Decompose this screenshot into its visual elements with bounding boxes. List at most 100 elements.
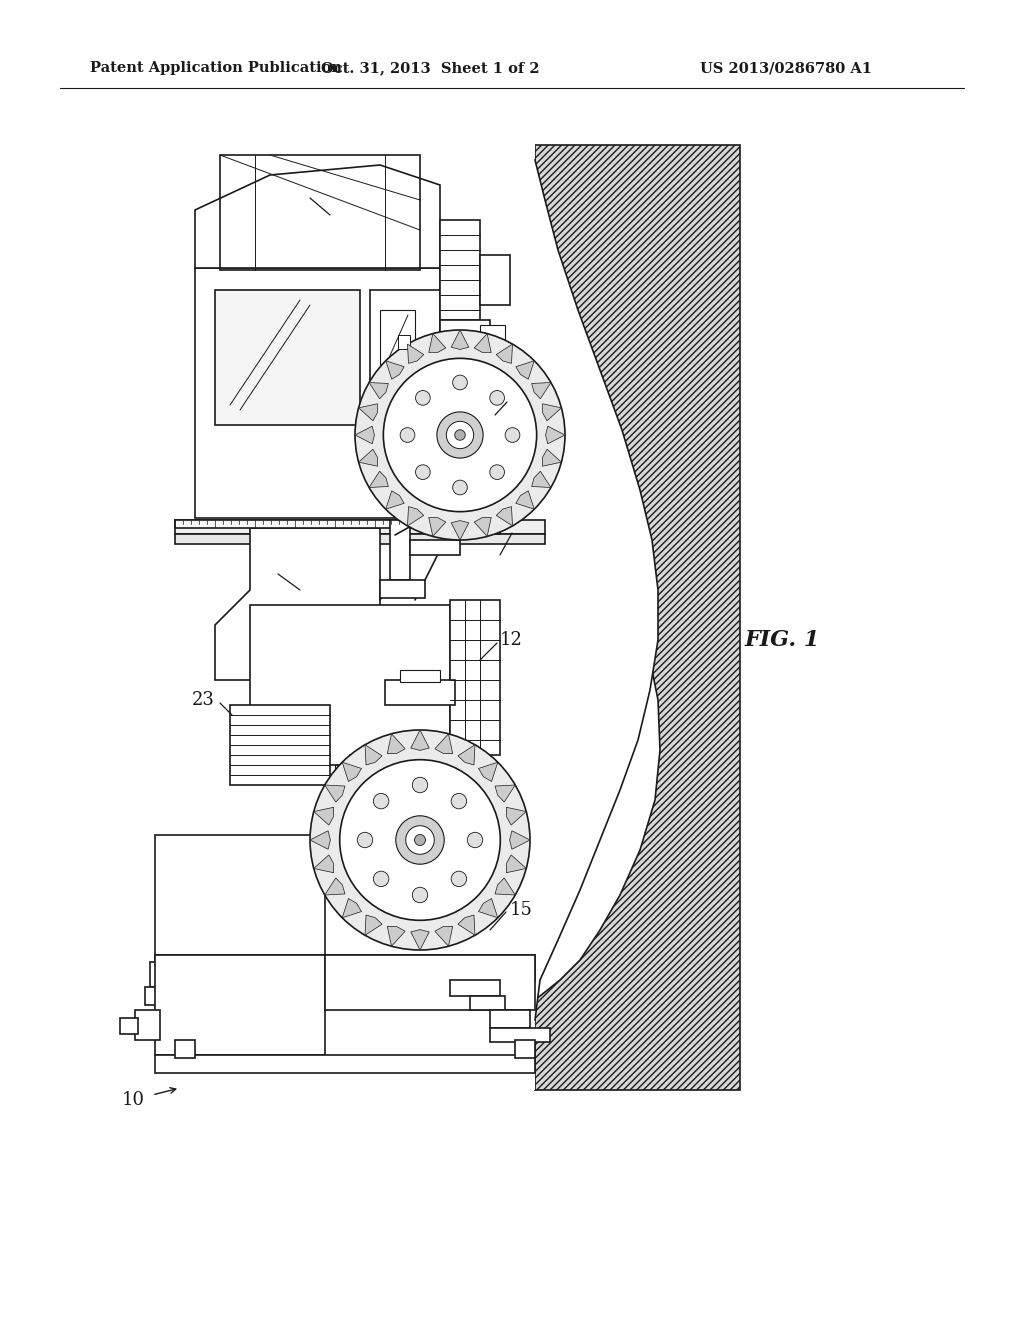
Polygon shape <box>325 785 345 803</box>
Bar <box>155 836 325 954</box>
Circle shape <box>453 375 467 389</box>
Polygon shape <box>435 734 453 754</box>
Bar <box>250 605 450 766</box>
Polygon shape <box>358 404 378 421</box>
Polygon shape <box>543 449 561 466</box>
Polygon shape <box>507 808 526 825</box>
Polygon shape <box>474 517 492 536</box>
Text: 21: 21 <box>209 891 231 909</box>
Bar <box>380 579 425 598</box>
Polygon shape <box>429 334 445 352</box>
Circle shape <box>446 421 474 449</box>
Polygon shape <box>543 404 561 421</box>
Bar <box>120 1018 138 1034</box>
Text: 24: 24 <box>254 558 276 577</box>
Bar <box>450 979 500 997</box>
Bar <box>175 1040 195 1059</box>
Circle shape <box>452 871 467 887</box>
Polygon shape <box>452 330 469 350</box>
Bar <box>380 310 415 366</box>
Polygon shape <box>313 808 334 825</box>
Polygon shape <box>510 830 530 849</box>
Bar <box>175 520 545 535</box>
Bar <box>150 962 200 987</box>
Text: 30: 30 <box>515 521 538 539</box>
Circle shape <box>489 391 505 405</box>
Polygon shape <box>369 471 388 487</box>
Bar <box>410 540 460 554</box>
Text: 15: 15 <box>510 391 532 409</box>
Circle shape <box>416 465 430 479</box>
Bar <box>440 220 480 319</box>
Bar <box>230 705 330 785</box>
Bar <box>220 154 420 271</box>
Polygon shape <box>387 734 406 754</box>
Polygon shape <box>365 744 382 766</box>
Polygon shape <box>507 855 526 873</box>
Circle shape <box>489 465 505 479</box>
Bar <box>385 680 455 705</box>
Bar <box>440 319 490 350</box>
Circle shape <box>413 887 428 903</box>
Polygon shape <box>497 507 512 525</box>
Circle shape <box>310 730 530 950</box>
Bar <box>470 520 500 535</box>
Circle shape <box>453 480 467 495</box>
Polygon shape <box>429 517 445 536</box>
Polygon shape <box>452 520 469 540</box>
Bar <box>390 520 410 579</box>
Bar <box>155 954 535 972</box>
Polygon shape <box>342 762 361 781</box>
Polygon shape <box>365 915 382 936</box>
Bar <box>490 1010 530 1028</box>
Polygon shape <box>310 830 331 849</box>
Bar <box>175 535 545 544</box>
Polygon shape <box>497 345 512 363</box>
Text: 10: 10 <box>122 1092 145 1109</box>
Polygon shape <box>495 878 515 895</box>
Polygon shape <box>369 383 388 399</box>
Circle shape <box>383 358 537 512</box>
Polygon shape <box>342 899 361 917</box>
Polygon shape <box>411 730 429 750</box>
Polygon shape <box>516 491 535 510</box>
Circle shape <box>406 826 434 854</box>
Circle shape <box>455 430 465 441</box>
Bar <box>370 290 440 425</box>
Bar <box>398 335 410 348</box>
Polygon shape <box>355 426 375 444</box>
Bar <box>325 954 535 1010</box>
Bar <box>135 1010 160 1040</box>
Circle shape <box>374 793 389 809</box>
Polygon shape <box>495 785 515 803</box>
Polygon shape <box>313 855 334 873</box>
Polygon shape <box>531 383 551 399</box>
Polygon shape <box>478 762 498 781</box>
Circle shape <box>355 330 565 540</box>
Circle shape <box>357 833 373 847</box>
Polygon shape <box>435 927 453 946</box>
Bar <box>515 1040 535 1059</box>
Bar <box>175 520 425 528</box>
Text: 15: 15 <box>510 902 532 919</box>
Polygon shape <box>546 426 565 444</box>
Text: Patent Application Publication: Patent Application Publication <box>90 61 342 75</box>
Bar <box>335 766 355 775</box>
Text: FIG. 1: FIG. 1 <box>745 630 820 651</box>
Polygon shape <box>478 899 498 917</box>
Polygon shape <box>386 491 404 510</box>
Bar <box>400 671 440 682</box>
Circle shape <box>437 412 483 458</box>
Polygon shape <box>516 360 535 379</box>
Circle shape <box>415 834 426 846</box>
Circle shape <box>396 816 444 865</box>
Bar <box>155 972 535 981</box>
Circle shape <box>452 793 467 809</box>
Polygon shape <box>195 165 440 268</box>
Text: 12: 12 <box>500 631 523 649</box>
Bar <box>480 255 510 305</box>
Circle shape <box>413 777 428 793</box>
Circle shape <box>416 391 430 405</box>
Polygon shape <box>100 100 658 1090</box>
Text: US 2013/0286780 A1: US 2013/0286780 A1 <box>700 61 872 75</box>
